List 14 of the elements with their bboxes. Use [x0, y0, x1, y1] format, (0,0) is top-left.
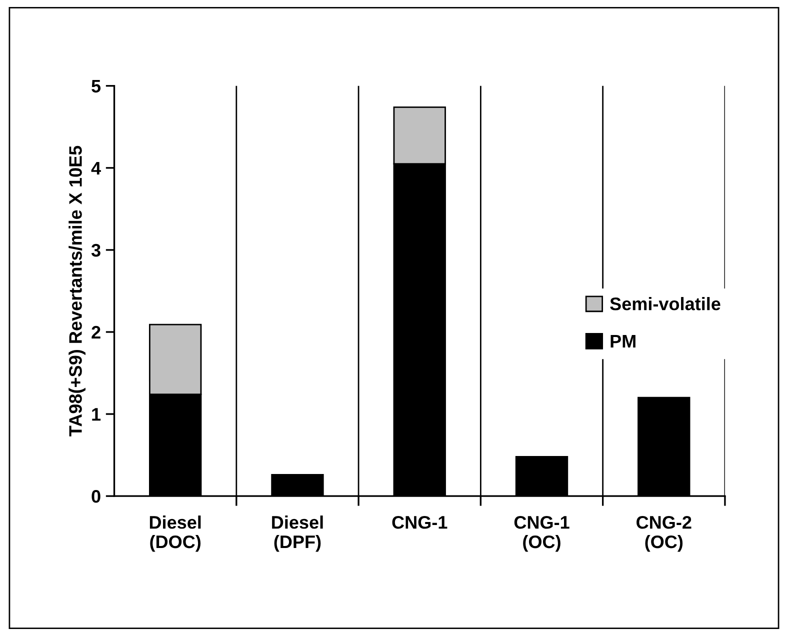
x-tick-label: CNG-2 (OC) — [636, 516, 692, 552]
y-tick-label: 5 — [92, 80, 101, 93]
x-tick-label: CNG-1 (OC) — [514, 516, 570, 552]
x-tick-label: CNG-1 — [392, 516, 448, 529]
y-tick-label: 4 — [91, 162, 101, 174]
x-tick-label: Diesel (DPF) — [272, 516, 323, 552]
y-tick-label: 0 — [92, 490, 100, 503]
y-axis-title: TA98(+S9) Revertants/mile X 10E5 — [68, 146, 86, 436]
y-tick-label: 3 — [91, 244, 100, 257]
legend-label: PM — [610, 335, 636, 348]
x-tick-label: Diesel (DOC) — [150, 516, 201, 552]
legend-label: Semi-volatile — [610, 297, 720, 310]
y-tick-label: 2 — [92, 326, 100, 339]
y-tick-label: 1 — [92, 408, 101, 421]
